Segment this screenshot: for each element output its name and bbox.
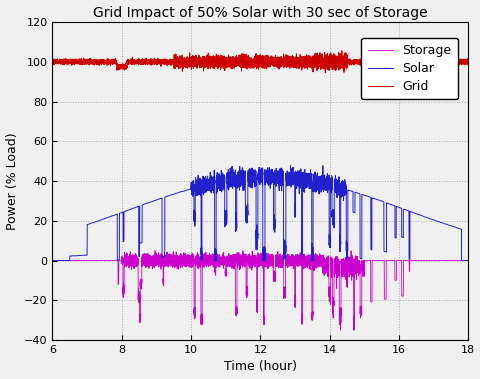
- Storage: [302, 258, 308, 263]
- Storage: [465, 258, 470, 263]
- Grid: [338, 49, 344, 53]
- Line: Solar: Solar: [52, 166, 468, 260]
- Storage: [157, 258, 163, 262]
- Storage: [49, 258, 55, 263]
- Legend: Storage, Solar, Grid: Storage, Solar, Grid: [360, 38, 457, 99]
- Grid: [268, 60, 274, 65]
- Solar: [49, 258, 55, 263]
- Grid: [322, 70, 327, 75]
- Title: Grid Impact of 50% Solar with 30 sec of Storage: Grid Impact of 50% Solar with 30 sec of …: [93, 6, 427, 20]
- Line: Grid: Grid: [52, 51, 468, 72]
- Y-axis label: Power (% Load): Power (% Load): [6, 132, 19, 230]
- Solar: [465, 258, 470, 263]
- Solar: [72, 254, 77, 258]
- Grid: [465, 61, 470, 66]
- Grid: [302, 56, 308, 61]
- Storage: [72, 258, 77, 263]
- Grid: [72, 61, 77, 66]
- Grid: [262, 58, 268, 63]
- X-axis label: Time (hour): Time (hour): [224, 360, 296, 373]
- Solar: [319, 163, 325, 168]
- Storage: [111, 258, 117, 263]
- Storage: [337, 328, 343, 332]
- Solar: [157, 196, 163, 201]
- Storage: [262, 257, 268, 262]
- Solar: [262, 173, 268, 177]
- Solar: [302, 179, 308, 184]
- Storage: [268, 257, 274, 261]
- Storage: [152, 248, 157, 253]
- Grid: [49, 59, 55, 64]
- Grid: [111, 60, 117, 64]
- Line: Storage: Storage: [52, 251, 468, 330]
- Solar: [111, 213, 117, 218]
- Solar: [268, 175, 274, 179]
- Grid: [157, 60, 163, 65]
